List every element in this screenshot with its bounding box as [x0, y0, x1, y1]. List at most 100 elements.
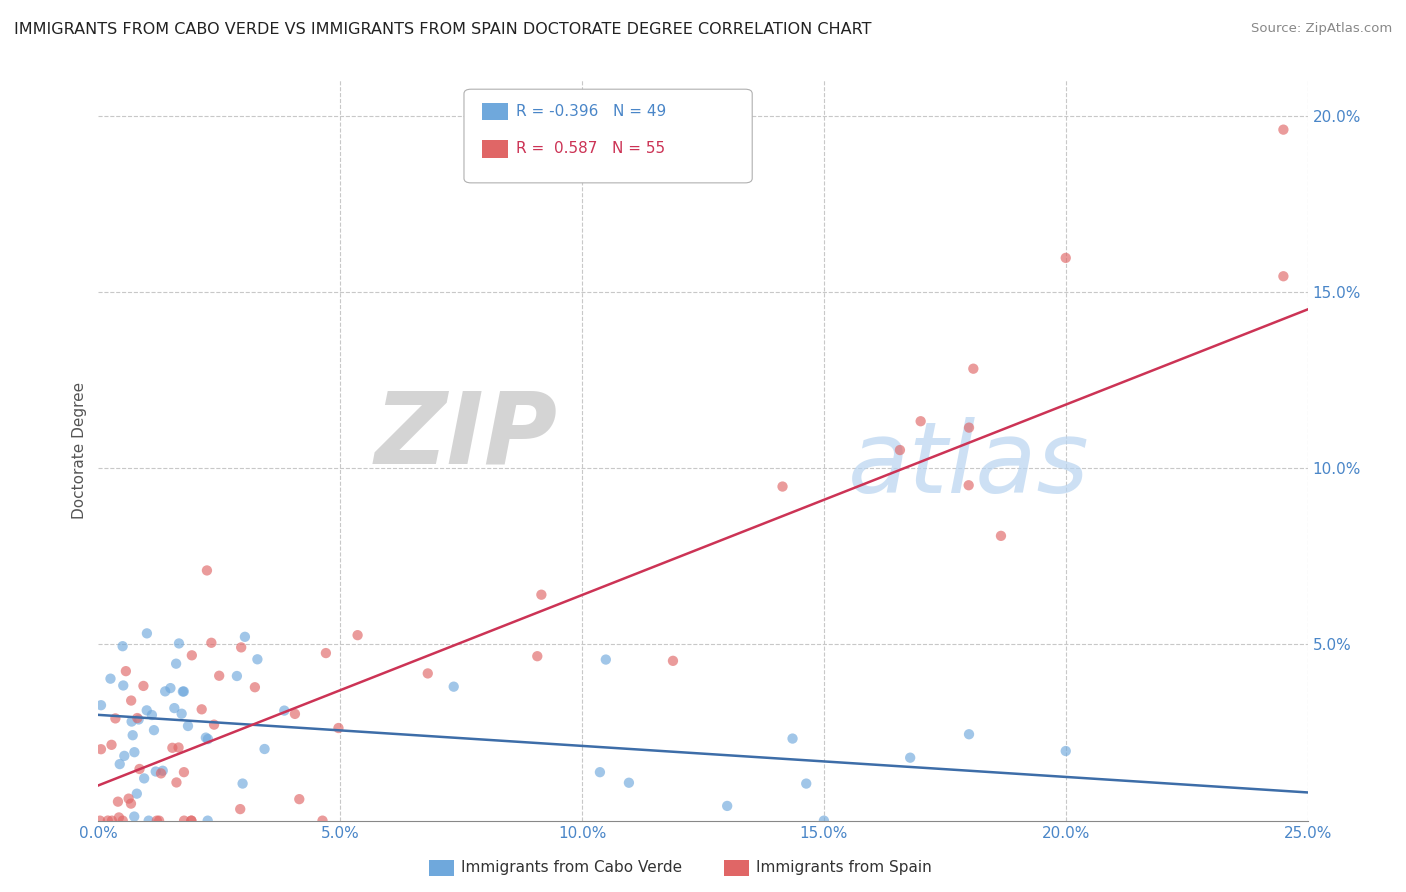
- Point: [197, 732, 219, 747]
- Point: [153, 684, 176, 698]
- Point: [172, 684, 194, 698]
- Point: [173, 765, 195, 780]
- Point: [589, 765, 612, 780]
- Point: [122, 809, 145, 823]
- Text: Immigrants from Cabo Verde: Immigrants from Cabo Verde: [461, 861, 682, 875]
- Point: [246, 652, 269, 666]
- Text: IMMIGRANTS FROM CABO VERDE VS IMMIGRANTS FROM SPAIN DOCTORATE DEGREE CORRELATION: IMMIGRANTS FROM CABO VERDE VS IMMIGRANTS…: [14, 22, 872, 37]
- Point: [163, 701, 186, 715]
- Point: [135, 703, 157, 717]
- Point: [443, 680, 465, 694]
- Point: [146, 814, 169, 828]
- Point: [990, 529, 1012, 543]
- Point: [662, 654, 685, 668]
- Point: [1272, 269, 1295, 284]
- Point: [813, 814, 835, 828]
- Y-axis label: Doctorate Degree: Doctorate Degree: [72, 382, 87, 519]
- Text: Immigrants from Spain: Immigrants from Spain: [756, 861, 932, 875]
- Point: [152, 764, 174, 778]
- Text: R = -0.396   N = 49: R = -0.396 N = 49: [516, 104, 666, 119]
- Point: [311, 814, 333, 828]
- Point: [138, 814, 160, 828]
- Point: [167, 636, 190, 650]
- Point: [526, 649, 548, 664]
- Text: Source: ZipAtlas.com: Source: ZipAtlas.com: [1251, 22, 1392, 36]
- Point: [125, 787, 148, 801]
- Point: [173, 814, 195, 828]
- Point: [284, 706, 307, 721]
- Point: [120, 693, 142, 707]
- Point: [233, 630, 256, 644]
- Point: [89, 814, 111, 828]
- Point: [617, 776, 640, 790]
- Point: [200, 636, 222, 650]
- Point: [90, 698, 112, 713]
- Point: [90, 742, 112, 756]
- Point: [180, 814, 202, 828]
- Point: [124, 745, 146, 759]
- Text: ZIP: ZIP: [375, 387, 558, 484]
- Text: R =  0.587   N = 55: R = 0.587 N = 55: [516, 142, 665, 156]
- Point: [194, 731, 217, 745]
- Point: [180, 814, 202, 828]
- Point: [111, 814, 134, 828]
- Point: [173, 684, 195, 698]
- Point: [177, 719, 200, 733]
- Point: [180, 648, 202, 663]
- Point: [273, 704, 295, 718]
- Point: [143, 723, 166, 738]
- Point: [962, 361, 984, 376]
- Point: [772, 479, 794, 493]
- Point: [716, 799, 738, 814]
- Point: [346, 628, 368, 642]
- Point: [159, 681, 181, 695]
- Point: [243, 680, 266, 694]
- Point: [232, 776, 254, 790]
- Point: [195, 564, 218, 578]
- Point: [253, 742, 276, 756]
- Point: [595, 652, 617, 666]
- Point: [111, 639, 134, 653]
- Point: [794, 776, 817, 790]
- Point: [112, 678, 135, 692]
- Point: [115, 664, 138, 678]
- Point: [530, 588, 553, 602]
- Point: [229, 802, 252, 816]
- Point: [225, 669, 247, 683]
- Point: [121, 714, 143, 729]
- Point: [135, 626, 157, 640]
- Point: [782, 731, 804, 746]
- Point: [1054, 251, 1077, 265]
- Point: [1054, 744, 1077, 758]
- Point: [117, 791, 139, 805]
- Point: [107, 795, 129, 809]
- Point: [145, 764, 167, 779]
- Point: [100, 738, 122, 752]
- Point: [957, 727, 980, 741]
- Point: [128, 713, 150, 727]
- Point: [202, 717, 225, 731]
- Point: [162, 740, 184, 755]
- Point: [170, 706, 193, 721]
- Point: [104, 711, 127, 725]
- Point: [416, 666, 439, 681]
- Point: [208, 669, 231, 683]
- Point: [166, 775, 188, 789]
- Point: [120, 797, 142, 811]
- Point: [128, 762, 150, 776]
- Point: [889, 443, 911, 458]
- Point: [108, 810, 131, 824]
- Point: [288, 792, 311, 806]
- Point: [315, 646, 337, 660]
- Point: [97, 814, 120, 828]
- Point: [101, 814, 124, 828]
- Point: [197, 814, 219, 828]
- Text: atlas: atlas: [848, 417, 1090, 514]
- Point: [165, 657, 187, 671]
- Point: [141, 708, 163, 723]
- Point: [121, 728, 143, 742]
- Point: [328, 721, 350, 735]
- Point: [112, 748, 135, 763]
- Point: [231, 640, 253, 655]
- Point: [190, 702, 212, 716]
